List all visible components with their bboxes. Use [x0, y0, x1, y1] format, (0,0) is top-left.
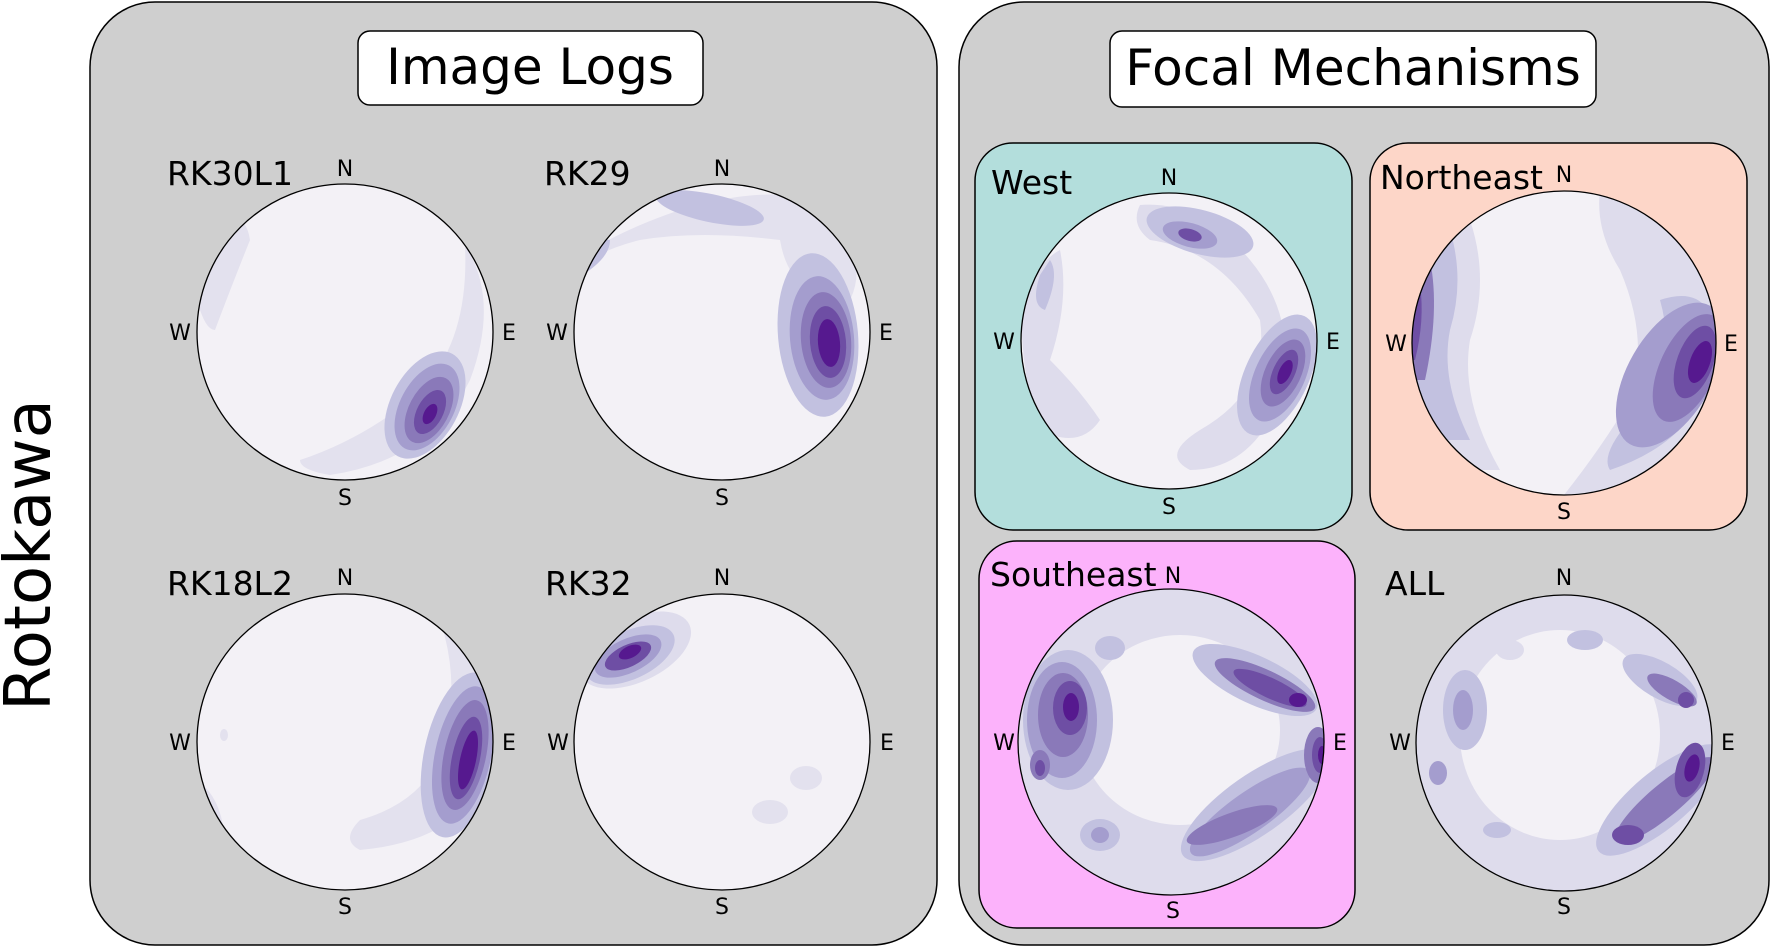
north-label: N — [714, 157, 730, 182]
north-label: N — [337, 157, 353, 182]
north-label: N — [1165, 564, 1181, 589]
south-label: S — [715, 486, 729, 511]
east-label: E — [1721, 731, 1735, 756]
east-label: E — [502, 731, 516, 756]
side-label: Rotokawa — [0, 399, 66, 711]
image-logs-title-box — [357, 30, 704, 106]
east-label: E — [502, 321, 516, 346]
density-contours — [1021, 204, 1317, 470]
north-label: N — [1556, 163, 1572, 188]
net-title: Southeast — [990, 555, 1157, 594]
south-label: S — [1557, 895, 1571, 920]
south-label: S — [338, 895, 352, 920]
net-title: ALL — [1385, 564, 1445, 603]
south-label: S — [715, 895, 729, 920]
stereonet-rk18l2: RK18L2 N S W E — [167, 564, 516, 920]
east-label: E — [880, 731, 894, 756]
east-label: E — [879, 321, 893, 346]
focal-mechanisms-title-box — [1109, 30, 1597, 108]
image-logs-title: Image Logs — [386, 38, 674, 96]
west-label: W — [993, 330, 1015, 355]
north-label: N — [337, 566, 353, 591]
north-label: N — [1556, 566, 1572, 591]
net-title: RK32 — [545, 564, 632, 603]
net-title: West — [991, 163, 1072, 202]
south-label: S — [338, 486, 352, 511]
south-label: S — [1557, 500, 1571, 525]
density-contours — [1416, 595, 1712, 891]
west-label: W — [1389, 731, 1411, 756]
east-label: E — [1326, 330, 1340, 355]
net-title: RK18L2 — [167, 564, 293, 603]
east-label: E — [1333, 731, 1347, 756]
north-label: N — [714, 566, 730, 591]
net-title: RK30L1 — [167, 154, 293, 193]
west-label: W — [993, 731, 1015, 756]
net-title: RK29 — [544, 154, 631, 193]
stereonet-southeast: Southeast N S W E — [990, 555, 1347, 924]
west-label: W — [169, 731, 191, 756]
net-title: Northeast — [1380, 158, 1543, 197]
west-label: W — [169, 321, 191, 346]
east-label: E — [1724, 332, 1738, 357]
south-label: S — [1166, 899, 1180, 924]
west-label: W — [546, 321, 568, 346]
stereonet-all: ALL N S W E — [1385, 564, 1735, 920]
west-label: W — [1385, 332, 1407, 357]
density-contours — [1018, 589, 1324, 895]
south-label: S — [1162, 495, 1176, 520]
focal-mechanisms-title: Focal Mechanisms — [1125, 39, 1581, 97]
north-label: N — [1161, 166, 1177, 191]
west-label: W — [547, 731, 569, 756]
stereonet-west: West N S W E — [991, 163, 1340, 520]
